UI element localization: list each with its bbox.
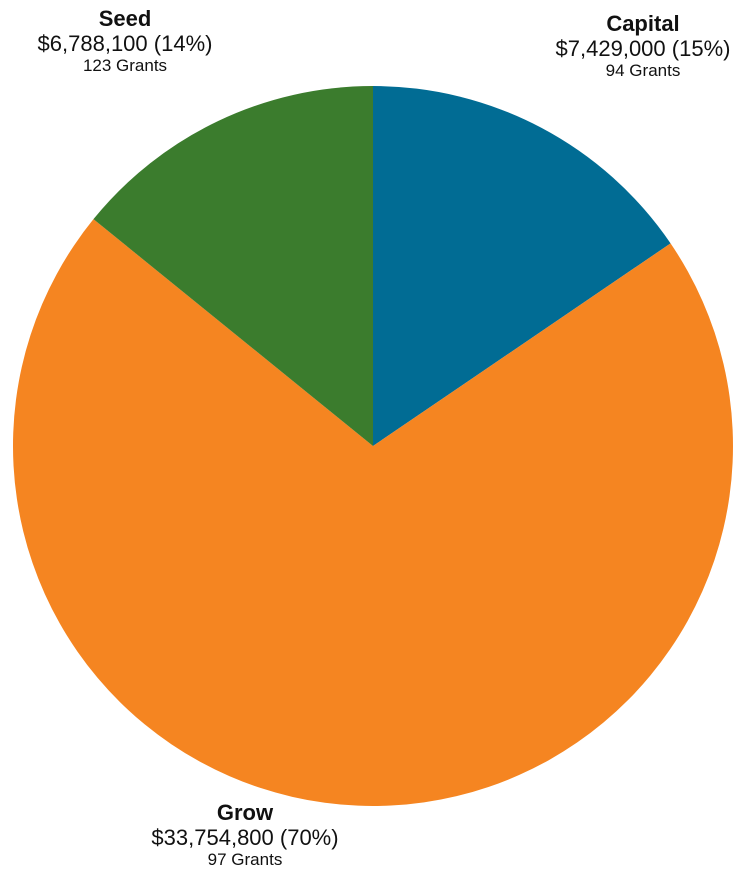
label-seed: Seed $6,788,100 (14%) 123 Grants: [38, 7, 213, 76]
label-grow: Grow $33,754,800 (70%) 97 Grants: [151, 801, 338, 870]
label-grow-amount: $33,754,800 (70%): [151, 825, 339, 850]
label-grow-grants: 97 Grants: [207, 850, 283, 869]
label-grow-name: Grow: [216, 800, 274, 825]
label-seed-name: Seed: [98, 6, 152, 31]
label-capital-amount: $7,429,000 (15%): [555, 36, 731, 61]
pie-slice-grow: [12, 219, 733, 806]
pie-slice-capital: [373, 86, 671, 446]
label-capital-grants: 94 Grants: [605, 61, 681, 80]
label-seed-grants: 123 Grants: [82, 56, 168, 75]
label-seed-amount: $6,788,100 (14%): [37, 31, 213, 56]
label-capital-name: Capital: [606, 11, 680, 36]
label-capital: Capital $7,429,000 (15%) 94 Grants: [556, 12, 731, 81]
pie-slice-seed: [93, 85, 374, 446]
